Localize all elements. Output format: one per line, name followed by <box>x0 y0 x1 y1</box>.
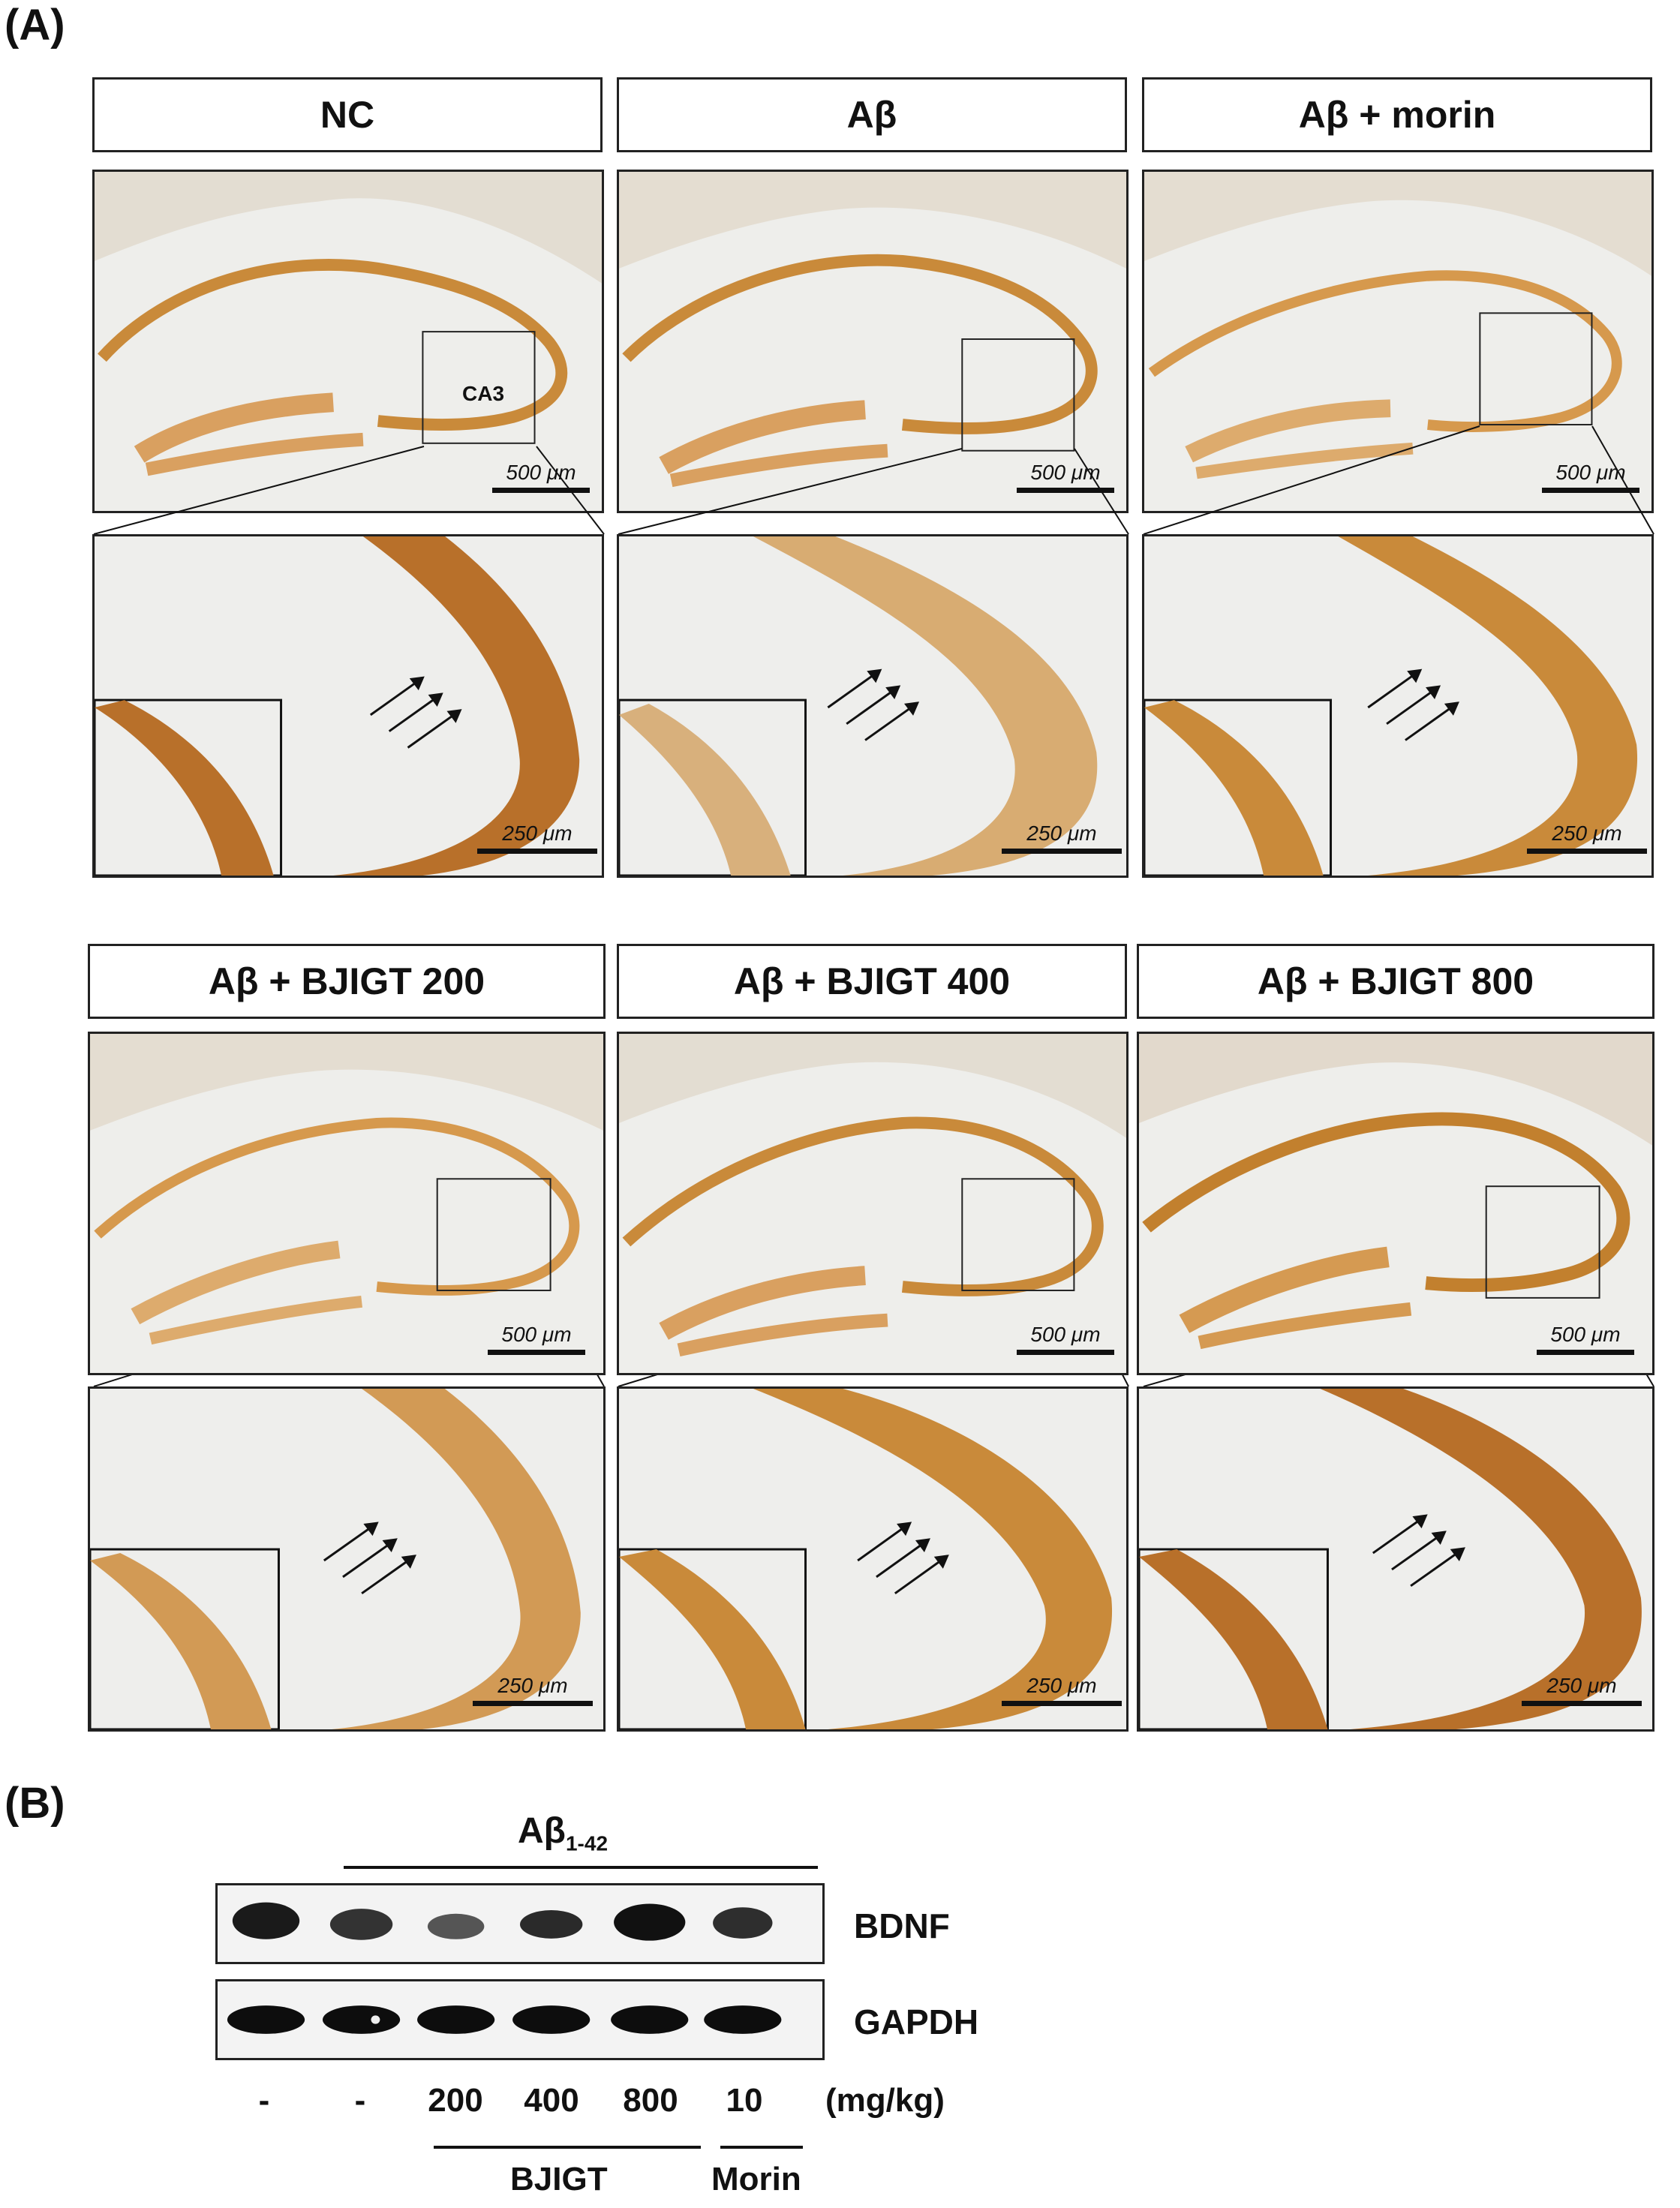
scale-bar-zoom-label: 250 μm <box>502 822 573 845</box>
scale-bar-overview-label: 500 μm <box>1030 1323 1101 1346</box>
scale-bar-zoom-label: 250 μm <box>1552 822 1622 845</box>
lane-label-4: 400 <box>524 2082 579 2119</box>
zoom-image-abeta-morin: 250 μm <box>1142 534 1654 878</box>
blot-label-bdnf: BDNF <box>854 1906 950 1945</box>
scale-bar-overview: 500 μm <box>488 1323 585 1355</box>
scale-bar-overview-label: 500 μm <box>501 1323 572 1346</box>
overview-image-bjigt-400: 500 μm <box>617 1032 1129 1375</box>
morin-label: Morin <box>711 2161 801 2197</box>
dose-unit-label: (mg/kg) <box>825 2082 945 2119</box>
treatment-label: Aβ1-42 <box>518 1810 608 1856</box>
panel-b-label: (B) <box>5 1779 65 1828</box>
lane-label-5: 800 <box>623 2082 678 2119</box>
zoom-image-nc: 250 μm <box>92 534 604 878</box>
scale-bar-overview-label: 500 μm <box>1030 461 1101 484</box>
scale-bar-zoom: 250 μm <box>1527 822 1647 854</box>
scale-bar-zoom-label: 250 μm <box>1026 822 1097 845</box>
scale-bar-zoom: 250 μm <box>477 822 597 854</box>
scale-bar-overview: 500 μm <box>1542 461 1639 493</box>
treatment-bracket <box>344 1866 818 1869</box>
group-header-abeta: Aβ <box>617 77 1127 152</box>
zoom-image-abeta: 250 μm <box>617 534 1129 878</box>
scale-bar-overview: 500 μm <box>1017 461 1114 493</box>
lane-label-6: 10 <box>726 2082 763 2119</box>
scale-bar-zoom: 250 μm <box>473 1674 593 1706</box>
lane-label-2: - <box>354 2082 366 2119</box>
panel-a-label: (A) <box>5 1 65 50</box>
group-header-bjigt-200: Aβ + BJIGT 200 <box>88 944 606 1019</box>
treatment-subscript: 1-42 <box>565 1831 609 1855</box>
group-header-bjigt-400: Aβ + BJIGT 400 <box>617 944 1127 1019</box>
scale-bar-overview: 500 μm <box>1537 1323 1634 1355</box>
overview-image-nc: CA3 500 μm <box>92 170 604 513</box>
morin-bracket <box>720 2146 803 2149</box>
zoom-image-bjigt-200: 250 μm <box>88 1386 606 1732</box>
lane-label-3: 200 <box>428 2082 483 2119</box>
overview-image-bjigt-800: 500 μm <box>1137 1032 1654 1375</box>
group-header-nc: NC <box>92 77 603 152</box>
scale-bar-overview: 500 μm <box>1017 1323 1114 1355</box>
blot-label-gapdh: GAPDH <box>854 2002 979 2041</box>
blot-row-bdnf <box>215 1883 825 1964</box>
group-header-bjigt-800: Aβ + BJIGT 800 <box>1137 944 1654 1019</box>
scale-bar-zoom: 250 μm <box>1002 822 1122 854</box>
bjigt-bracket <box>434 2146 701 2149</box>
treatment-label-text: Aβ <box>518 1811 566 1851</box>
group-header-abeta-morin: Aβ + morin <box>1142 77 1652 152</box>
scale-bar-zoom: 250 μm <box>1002 1674 1122 1706</box>
overview-image-abeta-morin: 500 μm <box>1142 170 1654 513</box>
bjigt-label: BJIGT <box>510 2161 608 2197</box>
overview-image-abeta: 500 μm <box>617 170 1129 513</box>
scale-bar-zoom: 250 μm <box>1522 1674 1642 1706</box>
scale-bar-zoom-label: 250 μm <box>1546 1674 1617 1697</box>
scale-bar-overview-label: 500 μm <box>1555 461 1626 484</box>
scale-bar-zoom-label: 250 μm <box>497 1674 568 1697</box>
scale-bar-overview: 500 μm <box>492 461 590 493</box>
ca3-label: CA3 <box>462 382 505 405</box>
scale-bar-zoom-label: 250 μm <box>1026 1674 1097 1697</box>
overview-image-bjigt-200: 500 μm <box>88 1032 606 1375</box>
scale-bar-overview-label: 500 μm <box>1550 1323 1621 1346</box>
zoom-image-bjigt-400: 250 μm <box>617 1386 1129 1732</box>
blot-row-gapdh <box>215 1979 825 2060</box>
lane-label-1: - <box>258 2082 270 2119</box>
scale-bar-overview-label: 500 μm <box>506 461 576 484</box>
zoom-image-bjigt-800: 250 μm <box>1137 1386 1654 1732</box>
